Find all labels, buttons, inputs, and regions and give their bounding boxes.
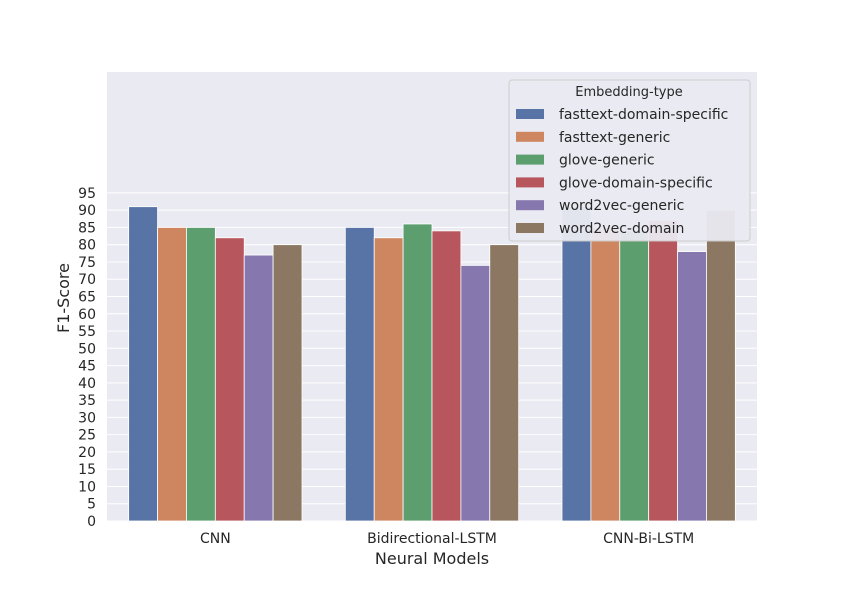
x-tick-labels: CNN Bidirectional-LSTM CNN-Bi-LSTM: [200, 531, 694, 547]
y-tick-label: 20: [78, 445, 96, 461]
legend-swatch: [516, 177, 544, 188]
y-tick-label: 70: [78, 272, 96, 288]
bar: [373, 237, 404, 522]
legend-swatch: [516, 154, 544, 165]
bar: [706, 209, 736, 522]
y-tick-label: 25: [78, 428, 96, 444]
x-tick-label: Bidirectional-LSTM: [367, 531, 497, 547]
bar: [489, 244, 520, 522]
bar: [272, 244, 303, 522]
bar: [344, 227, 375, 522]
legend-entry: fasttext-domain-specific: [559, 107, 728, 123]
legend-box: [508, 79, 751, 242]
bar: [214, 237, 245, 522]
legend-title: Embedding-type: [575, 85, 682, 100]
y-tick-label: 40: [78, 376, 96, 392]
y-tick-label: 95: [78, 186, 96, 202]
y-tick-label: 90: [78, 203, 96, 219]
legend-swatch: [516, 109, 544, 119]
bar: [648, 220, 678, 522]
bar: [561, 206, 592, 522]
y-tick-label: 30: [78, 410, 96, 426]
y-tick-label: 80: [78, 238, 96, 254]
y-tick-label: 65: [78, 290, 96, 306]
legend-swatch: [516, 131, 544, 142]
y-tick-label: 0: [87, 514, 96, 530]
x-tick-label: CNN: [200, 531, 231, 547]
y-tick-label: 5: [87, 497, 96, 513]
bars: [128, 206, 736, 522]
legend-swatch: [516, 200, 544, 211]
y-tick-label: 75: [78, 255, 96, 271]
bar: [590, 227, 621, 522]
bar: [619, 230, 650, 522]
legend-entry: word2vec-generic: [559, 198, 684, 214]
y-tick-label: 50: [78, 341, 96, 357]
x-tick-label: CNN-Bi-LSTM: [603, 531, 694, 547]
y-axis-label: F1-Score: [54, 263, 73, 333]
bar: [157, 227, 187, 522]
y-tick-label: 10: [78, 479, 96, 495]
y-tick-label: 60: [78, 307, 96, 323]
y-tick-label: 85: [78, 220, 96, 236]
bar: [243, 254, 274, 522]
y-tick-label: 15: [78, 462, 96, 478]
legend-entry: glove-domain-specific: [559, 175, 713, 191]
legend-entry: word2vec-domain: [559, 221, 684, 237]
legend-entry: glove-generic: [559, 153, 655, 169]
y-tick-label: 35: [78, 393, 96, 409]
bar: [677, 251, 707, 522]
bar: [402, 223, 433, 522]
bar: [186, 227, 216, 522]
bar: [460, 265, 491, 522]
bar: [128, 206, 158, 522]
y-tick-label: 55: [78, 324, 96, 340]
bar: [431, 230, 462, 522]
legend: Embedding-type fasttext-domain-specific f…: [508, 79, 751, 242]
legend-swatch: [516, 223, 544, 233]
legend-entry: fasttext-generic: [559, 130, 670, 146]
x-axis-label: Neural Models: [375, 549, 489, 568]
y-tick-label: 45: [78, 359, 96, 375]
